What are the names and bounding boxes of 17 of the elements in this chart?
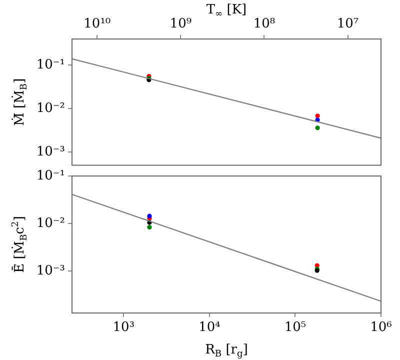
y-axis-title: Ē̇ [ṀBc2] — [10, 216, 30, 273]
x-tick-label: 10⁹ — [170, 16, 192, 32]
x-tick-label: 10⁸ — [253, 16, 276, 32]
y-tick-label: 10⁻¹ — [36, 58, 65, 73]
x-tick-label: 10⁶ — [370, 320, 392, 336]
x-tick-label: 10⁷ — [336, 16, 359, 32]
x-tick-label: 10⁴ — [198, 320, 220, 336]
y-tick-label: 10⁻² — [36, 216, 65, 231]
x-tick-label: 10¹⁰ — [84, 16, 111, 32]
y-tick-label: 10⁻² — [36, 101, 65, 116]
y-tick-label: 10⁻³ — [36, 144, 65, 160]
x-tick-label: 10⁵ — [284, 320, 306, 336]
x-tick-label: 10³ — [112, 320, 135, 336]
y-tick-label: 10⁻¹ — [36, 168, 65, 184]
y-tick-label: 10⁻³ — [36, 263, 65, 278]
y-axis-title: Ṁ̄ [ṀB] — [11, 78, 30, 126]
x-axis-title: T∞ [K] — [206, 2, 247, 20]
